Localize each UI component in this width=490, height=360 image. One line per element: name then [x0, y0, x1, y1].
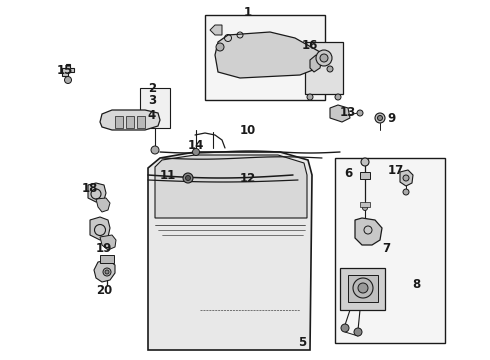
Circle shape: [403, 175, 409, 181]
Bar: [115, 116, 123, 128]
Bar: [360, 202, 370, 207]
Polygon shape: [155, 155, 307, 218]
Circle shape: [216, 43, 224, 51]
Circle shape: [353, 278, 373, 298]
Bar: [100, 255, 114, 263]
Circle shape: [316, 50, 332, 66]
Polygon shape: [330, 105, 350, 122]
Circle shape: [357, 110, 363, 116]
Circle shape: [151, 146, 159, 154]
Polygon shape: [348, 275, 378, 302]
Circle shape: [361, 158, 369, 166]
Text: 17: 17: [388, 163, 404, 176]
Polygon shape: [94, 260, 115, 282]
Circle shape: [354, 328, 362, 336]
Bar: [126, 116, 134, 128]
Circle shape: [335, 94, 341, 100]
Text: 2: 2: [148, 81, 156, 95]
Circle shape: [105, 270, 109, 274]
Bar: [137, 116, 145, 128]
Circle shape: [183, 173, 193, 183]
Bar: [360, 172, 370, 179]
Circle shape: [358, 283, 368, 293]
Text: 18: 18: [82, 181, 98, 194]
Polygon shape: [100, 110, 160, 130]
Text: 13: 13: [340, 105, 356, 118]
Circle shape: [377, 116, 383, 121]
Text: 12: 12: [240, 171, 256, 185]
Polygon shape: [88, 183, 106, 202]
Bar: [305, 42, 343, 94]
Circle shape: [320, 54, 328, 62]
Polygon shape: [148, 152, 312, 350]
Text: 19: 19: [96, 242, 112, 255]
Circle shape: [341, 324, 349, 332]
Bar: [140, 88, 170, 128]
Bar: [335, 158, 445, 343]
Polygon shape: [90, 217, 110, 240]
Text: 7: 7: [382, 242, 390, 255]
Polygon shape: [100, 235, 116, 250]
Polygon shape: [310, 55, 322, 72]
Text: 6: 6: [344, 166, 352, 180]
Text: 1: 1: [244, 5, 252, 18]
Text: 10: 10: [240, 123, 256, 136]
Polygon shape: [355, 218, 382, 245]
Polygon shape: [215, 32, 320, 78]
Polygon shape: [62, 64, 74, 76]
Text: 9: 9: [388, 112, 396, 125]
Circle shape: [103, 268, 111, 276]
Polygon shape: [96, 198, 110, 212]
Text: 11: 11: [160, 168, 176, 181]
Text: 4: 4: [148, 108, 156, 122]
Text: 3: 3: [148, 94, 156, 107]
Circle shape: [307, 94, 313, 100]
Polygon shape: [340, 268, 385, 310]
Polygon shape: [210, 25, 222, 35]
Text: 14: 14: [188, 139, 204, 152]
Circle shape: [193, 149, 199, 156]
Circle shape: [65, 77, 72, 84]
Bar: [205, 15, 325, 100]
Circle shape: [403, 189, 409, 195]
Circle shape: [363, 206, 368, 211]
Circle shape: [327, 66, 333, 72]
Circle shape: [375, 113, 385, 123]
Text: 20: 20: [96, 284, 112, 297]
Text: 15: 15: [57, 63, 73, 77]
Text: 8: 8: [412, 279, 420, 292]
Text: 16: 16: [302, 39, 318, 51]
Polygon shape: [400, 170, 413, 186]
Circle shape: [186, 176, 191, 180]
Text: 5: 5: [298, 336, 306, 348]
